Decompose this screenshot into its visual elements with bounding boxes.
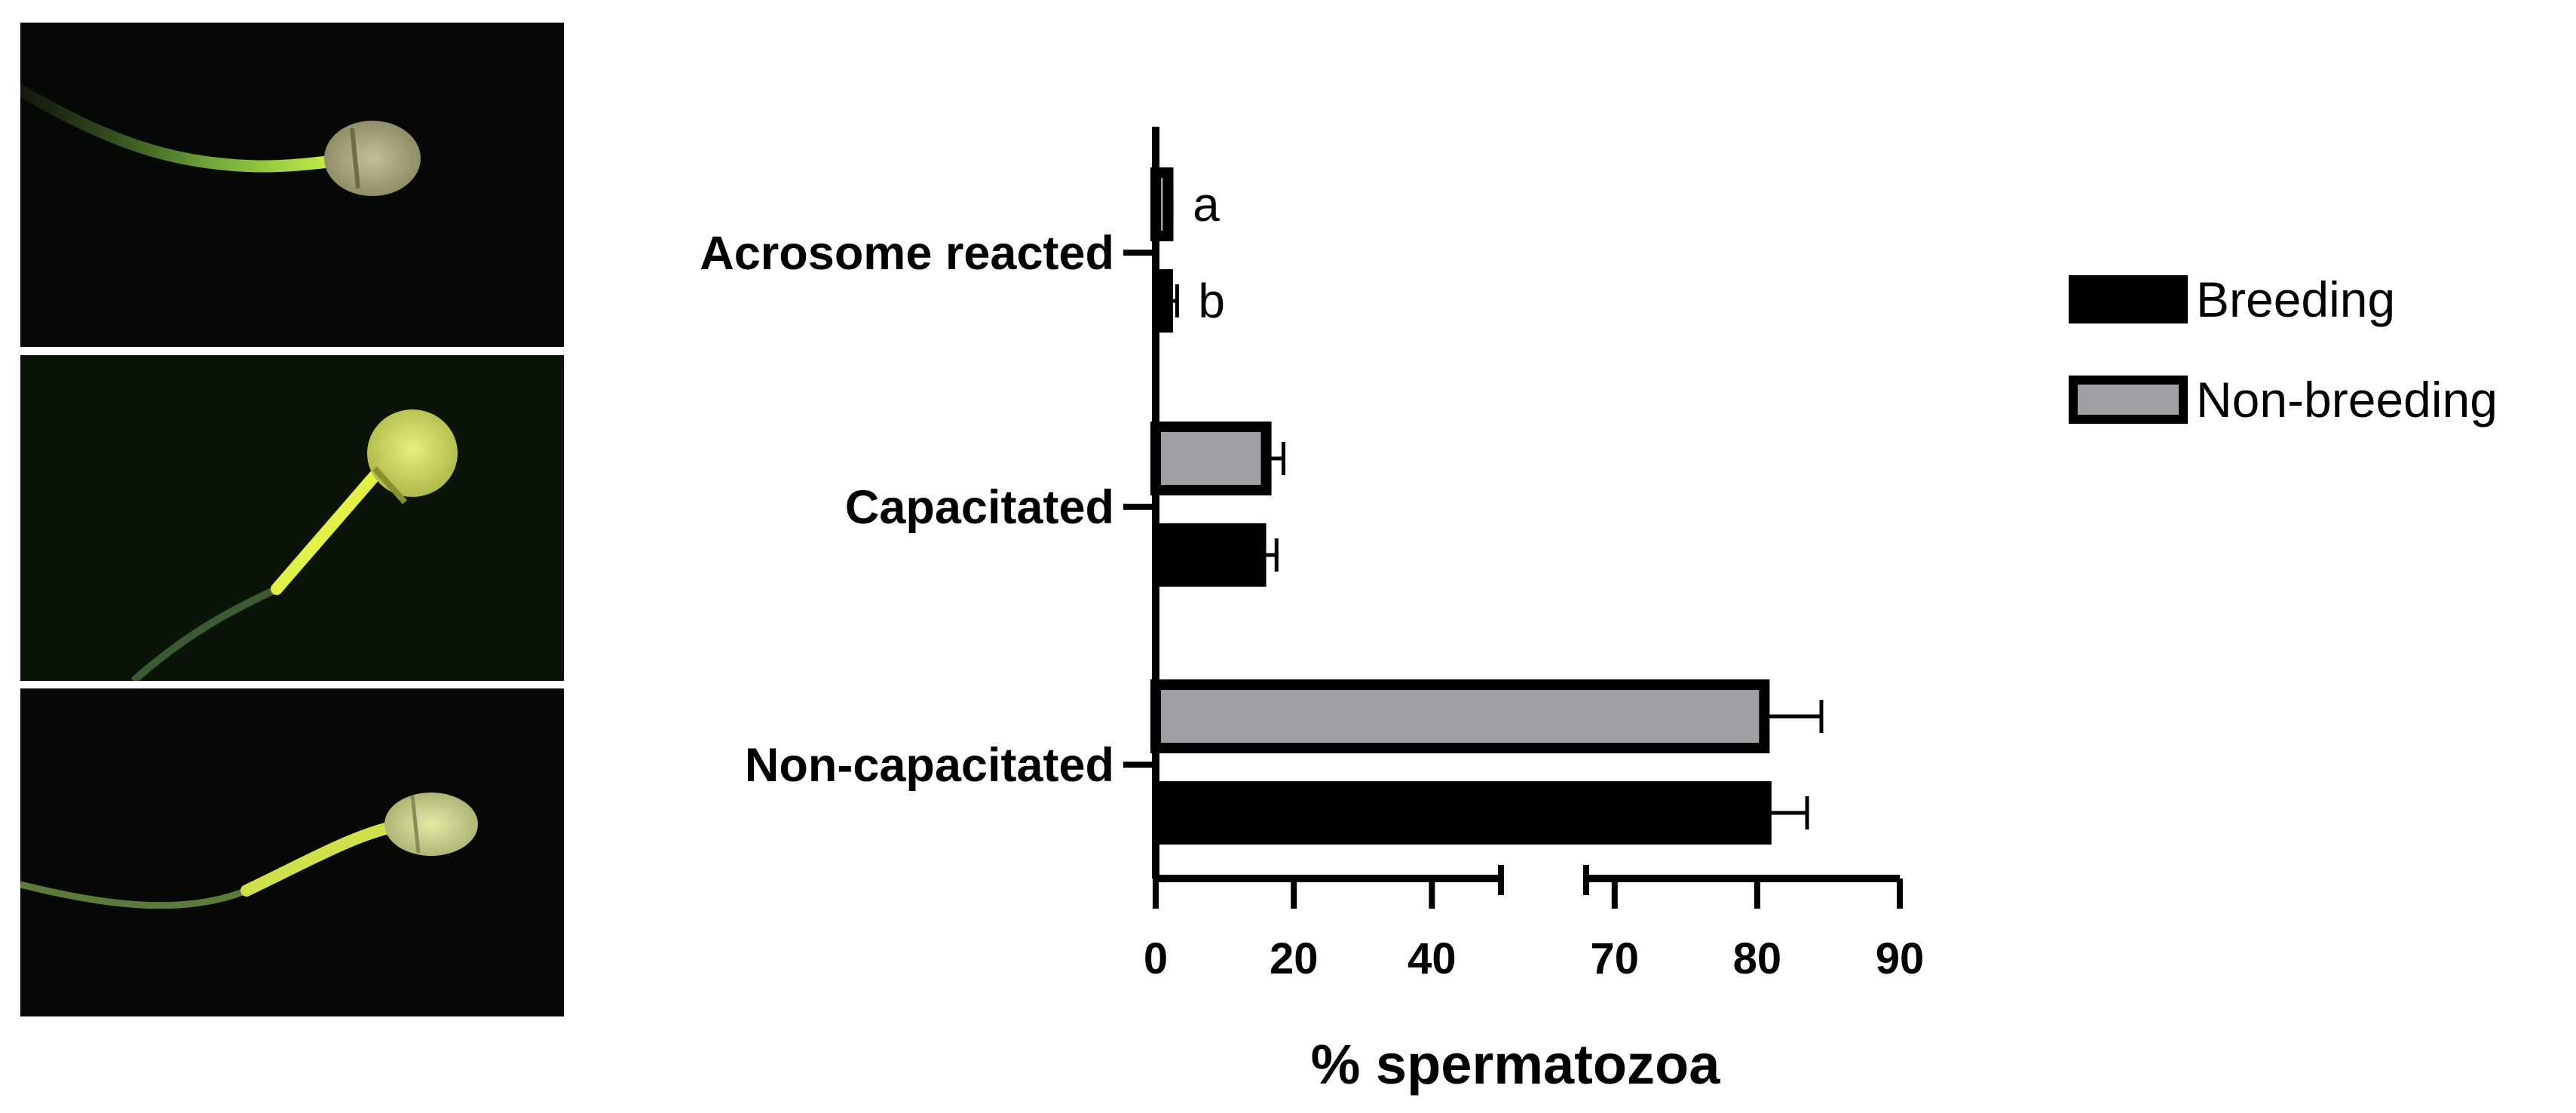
x-tick-label: 40 — [1407, 934, 1456, 983]
sperm-micrograph-acrosome-reacted — [20, 84, 421, 196]
x-axis-title: % spermatozoa — [1311, 1033, 1721, 1096]
error-bar-non-breeding-acrosome-reacted — [1168, 188, 1174, 221]
bar-breeding-non-capacitated — [1156, 781, 1772, 845]
axes-group — [1123, 127, 1903, 909]
bars-group — [1150, 167, 1772, 845]
bar-breeding-acrosome-reacted — [1156, 269, 1173, 333]
legend-swatch-breeding — [2069, 275, 2188, 323]
error-bar-breeding-capacitated — [1266, 538, 1279, 572]
category-label: Non-capacitated — [745, 739, 1114, 792]
legend-swatch-non-breeding — [2069, 376, 2188, 424]
x-tick-label: 80 — [1733, 934, 1782, 983]
error-bar-breeding-non-capacitated — [1771, 796, 1809, 829]
micrograph-panel-middle — [20, 355, 564, 681]
x-tick-label: 90 — [1876, 934, 1925, 983]
sperm-micrograph-capacitated — [130, 409, 458, 681]
bar-breeding-capacitated — [1156, 523, 1267, 587]
x-tick-label: 0 — [1144, 934, 1168, 983]
x-tick-label: 70 — [1591, 934, 1640, 983]
micrograph-panel-top — [20, 23, 564, 347]
error-bar-non-breeding-non-capacitated — [1764, 700, 1824, 733]
sperm-micrograph-non-capacitated — [20, 793, 478, 909]
error-bar-non-breeding-capacitated — [1266, 442, 1285, 475]
category-label: Capacitated — [845, 481, 1114, 534]
error-bars-group — [1168, 188, 1824, 829]
micrograph-panel-bottom — [20, 688, 564, 1016]
legend-label: Non-breeding — [2196, 372, 2498, 428]
bar-non-breeding-capacitated — [1150, 422, 1272, 495]
bar-non-breeding-non-capacitated — [1150, 679, 1770, 753]
x-tick-label: 20 — [1270, 934, 1319, 983]
category-labels: Acrosome reacted Capacitated Non-capacitat… — [700, 227, 1114, 792]
significance-letter: b — [1198, 274, 1225, 328]
significance-letter: a — [1193, 177, 1220, 231]
legend-label: Breeding — [2196, 271, 2395, 327]
legend: Breeding Non-breeding — [2069, 271, 2498, 428]
annotations: ab — [1193, 177, 1225, 328]
error-bar-breeding-acrosome-reacted — [1172, 284, 1179, 317]
category-label: Acrosome reacted — [700, 227, 1114, 280]
x-tick-labels: 0 20 40 70 80 90 — [1144, 934, 1924, 983]
